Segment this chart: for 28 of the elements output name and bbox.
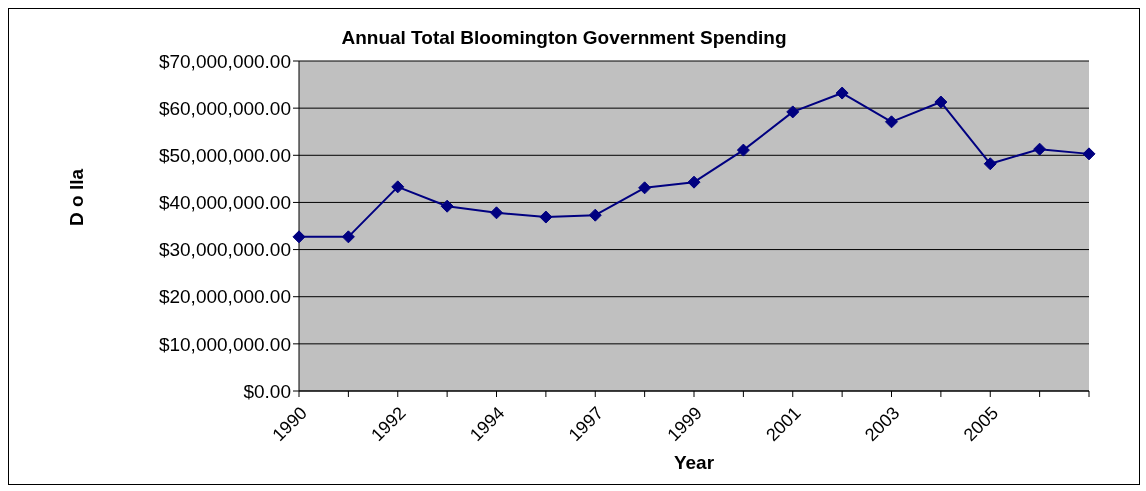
point	[786, 105, 800, 119]
y-tick-label: $40,000,000.00	[158, 192, 291, 214]
y-tick-label: $20,000,000.00	[158, 286, 291, 308]
point	[1033, 142, 1047, 156]
point	[341, 230, 355, 244]
point	[638, 181, 652, 195]
x-axis-title: Year	[673, 452, 715, 473]
y-tick-label: $60,000,000.00	[158, 97, 291, 119]
point	[391, 180, 405, 194]
point	[490, 206, 503, 220]
point	[835, 86, 849, 100]
y-tick-label: $10,000,000.00	[158, 333, 291, 355]
point	[885, 115, 898, 129]
y-tick-label: $50,000,000.00	[158, 145, 291, 167]
point	[934, 95, 948, 109]
point	[292, 230, 306, 244]
point	[687, 175, 701, 189]
y-tick-label: $70,000,000.00	[158, 50, 291, 72]
chart-title: Annual Total Bloomington Government Spending	[341, 27, 787, 48]
point	[588, 208, 602, 222]
point	[440, 199, 454, 213]
y-axis-title: D o lla	[65, 168, 87, 226]
y-tick-label: $0.00	[243, 380, 291, 402]
point	[736, 143, 750, 157]
point	[983, 157, 997, 171]
point	[1082, 147, 1096, 161]
y-tick-label: $30,000,000.00	[158, 239, 291, 261]
point	[539, 210, 553, 224]
